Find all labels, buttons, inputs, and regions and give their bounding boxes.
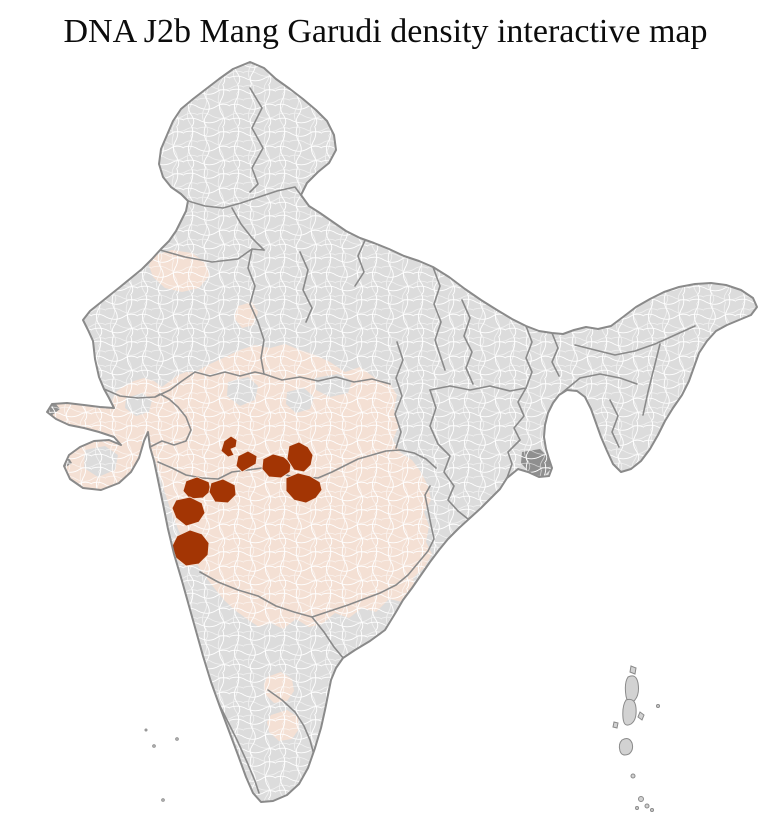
district-high-density[interactable] — [286, 441, 314, 473]
district-boundaries-mesh — [47, 62, 757, 802]
lakshadweep-islands[interactable] — [144, 728, 179, 802]
district-high-density[interactable] — [235, 450, 258, 473]
india-outline — [46, 61, 758, 803]
map-title: DNA J2b Mang Garudi density interactive … — [63, 13, 708, 50]
district-high-density[interactable] — [171, 496, 206, 527]
district-high-density[interactable] — [285, 472, 323, 504]
district-high-density[interactable] — [261, 453, 292, 479]
district-high-density[interactable] — [157, 531, 169, 545]
district-high-density[interactable] — [220, 435, 238, 458]
andaman-nicobar-islands[interactable] — [612, 665, 660, 812]
district-high-density[interactable] — [208, 478, 237, 504]
district-high-density[interactable] — [182, 476, 212, 500]
